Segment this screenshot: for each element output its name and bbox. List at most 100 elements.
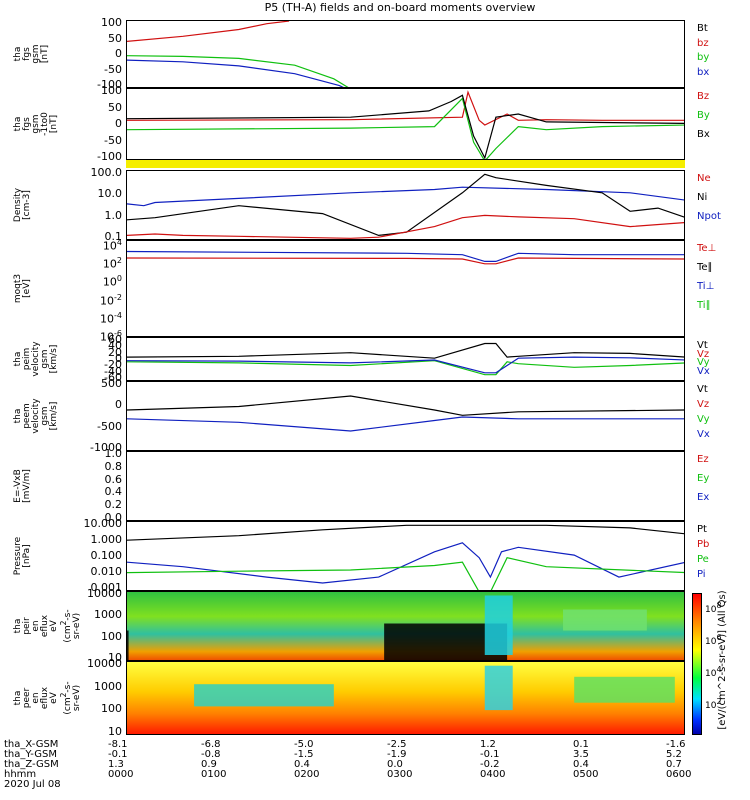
- spectrogram-feature: [574, 676, 675, 703]
- legend-Bt: Bt: [697, 23, 708, 34]
- xaxis-value: 0.7: [666, 759, 682, 770]
- mode-bar: [126, 160, 685, 168]
- series-Pt: [127, 524, 684, 541]
- ytick-label: 20: [108, 345, 122, 359]
- legend-by: by: [697, 52, 710, 63]
- ytick-label: -1000: [90, 441, 122, 454]
- ytick-label: 1.0: [104, 208, 123, 222]
- xaxis-value: -0.1: [480, 749, 500, 760]
- spectrogram-feature: [484, 595, 513, 655]
- ylabel-Pressure: Pressure [nPa]: [13, 536, 32, 576]
- legend-By: By: [697, 110, 710, 121]
- ylabel-tha_peir_en_eflux: tha peir en eflux eV (cm2-s-sr-eV): [13, 609, 82, 643]
- panel-density: [126, 170, 685, 240]
- panel-moqt3: [126, 240, 685, 337]
- ytick-label: 0.100: [90, 549, 123, 562]
- ytick-label: 1.0: [104, 447, 123, 460]
- ytick-label: 0.2: [104, 498, 123, 512]
- ytick-label: 0: [115, 47, 122, 60]
- legend-Ne: Ne: [697, 173, 711, 184]
- series-By: [127, 97, 684, 159]
- colorbar-tick: 104: [705, 665, 722, 679]
- series-bz: [127, 21, 290, 42]
- ytick-label: 0.0: [104, 511, 123, 524]
- ylabel-tha_fgs_gsm: tha fgs gsm [nT]: [13, 44, 50, 64]
- ytick-label: 10: [108, 651, 122, 664]
- series-Pi: [127, 542, 684, 584]
- series-Bz: [127, 90, 684, 126]
- ytick-label: 0: [115, 398, 122, 412]
- legend-Npot: Npot: [697, 211, 721, 222]
- colorbar: [692, 593, 702, 735]
- ytick-label: 10000: [87, 587, 122, 600]
- ylabel-tha_peim_velocity_gsm: tha peim velocity gsm [km/s]: [13, 341, 59, 377]
- plot-area-tha_fgs_gsm: [127, 21, 349, 87]
- xaxis-value: 0300: [387, 769, 413, 780]
- panel-pressure: [126, 521, 685, 591]
- series-Vx: [127, 416, 684, 432]
- ytick-label: 40: [108, 339, 122, 353]
- ytick-label: 1000: [94, 679, 122, 693]
- ytick-label: 10.0: [97, 187, 123, 201]
- xaxis-value: 1.2: [480, 739, 496, 750]
- ytick-label: 0.4: [104, 485, 123, 499]
- series-Vx: [127, 356, 684, 374]
- ytick-label: 10-4: [100, 310, 122, 326]
- ytick-label: 100: [101, 702, 122, 716]
- ytick-label: 0.6: [104, 472, 123, 486]
- spectrogram-feature: [127, 630, 129, 660]
- series-Ti⊥: [127, 250, 684, 262]
- series-Ni: [127, 173, 684, 237]
- series-by: [127, 55, 349, 87]
- legend-Vt: Vt: [697, 384, 708, 395]
- ytick-label: -40: [104, 364, 122, 378]
- spectrogram-feature: [194, 684, 334, 707]
- plot-area-tha_fgs_gsm_1to0: [127, 90, 684, 159]
- xaxis-value: 0.1: [573, 739, 589, 750]
- ytick-label: 0.1: [104, 230, 123, 243]
- panel-fgs-gsm-1to0: [126, 88, 685, 160]
- ylabel-moqt3: moqt3 [eV]: [13, 273, 32, 304]
- xaxis-row-label: tha_Y-GSM: [4, 749, 58, 760]
- ytick-label: 1000: [94, 608, 122, 622]
- legend-Bx: Bx: [697, 129, 710, 140]
- ytick-label: 0.001: [90, 581, 123, 594]
- series-Vt: [127, 395, 684, 416]
- legend-Bz: Bz: [697, 91, 710, 102]
- xaxis-value: 0100: [201, 769, 227, 780]
- xaxis-value: -1.5: [294, 749, 314, 760]
- ytick-label: 50: [108, 100, 122, 114]
- ytick-label: -100: [97, 78, 122, 91]
- ytick-label: 0: [115, 117, 122, 130]
- plot-title: P5 (TH-A) fields and on-board moments ov…: [264, 1, 536, 14]
- plot-area-tha_peim_velocity_gsm: [127, 342, 684, 376]
- xaxis-value: 0000: [108, 769, 134, 780]
- ytick-label: 100: [102, 274, 122, 290]
- legend-Pt: Pt: [697, 524, 707, 535]
- ylabel-E=-VxB: E=-VxB [mV/m]: [13, 469, 32, 503]
- xaxis-value: -6.8: [201, 739, 221, 750]
- xaxis-value: -1.9: [387, 749, 407, 760]
- spectrogram-feature: [563, 609, 647, 631]
- ytick-label: -60: [104, 371, 122, 384]
- xaxis-value: -0.8: [201, 749, 221, 760]
- legend-Ey: Ey: [697, 473, 710, 484]
- colorbar-label: [eV/(cm^2-s-sr-eV)] (All Qs): [717, 590, 728, 730]
- xaxis-value: -8.1: [108, 739, 128, 750]
- ytick-label: -500: [97, 419, 122, 433]
- xaxis-value: -0.1: [108, 749, 128, 760]
- legend-Vy: Vy: [697, 357, 710, 368]
- xaxis-value: 3.5: [573, 749, 589, 760]
- legend-Vy: Vy: [697, 414, 710, 425]
- legend-Vz: Vz: [697, 399, 710, 410]
- panel-fgs-gsm: [126, 20, 685, 88]
- xaxis-row-label: tha_X-GSM: [4, 739, 59, 750]
- colorbar-tick: 106: [705, 633, 722, 647]
- ytick-label: 104: [102, 238, 122, 253]
- ytick-label: 0: [115, 352, 122, 365]
- spectrogram-feature: [484, 665, 513, 711]
- ytick-label: 60: [108, 333, 122, 346]
- panel-peim-velocity: [126, 337, 685, 381]
- ytick-label: 10-2: [100, 292, 122, 308]
